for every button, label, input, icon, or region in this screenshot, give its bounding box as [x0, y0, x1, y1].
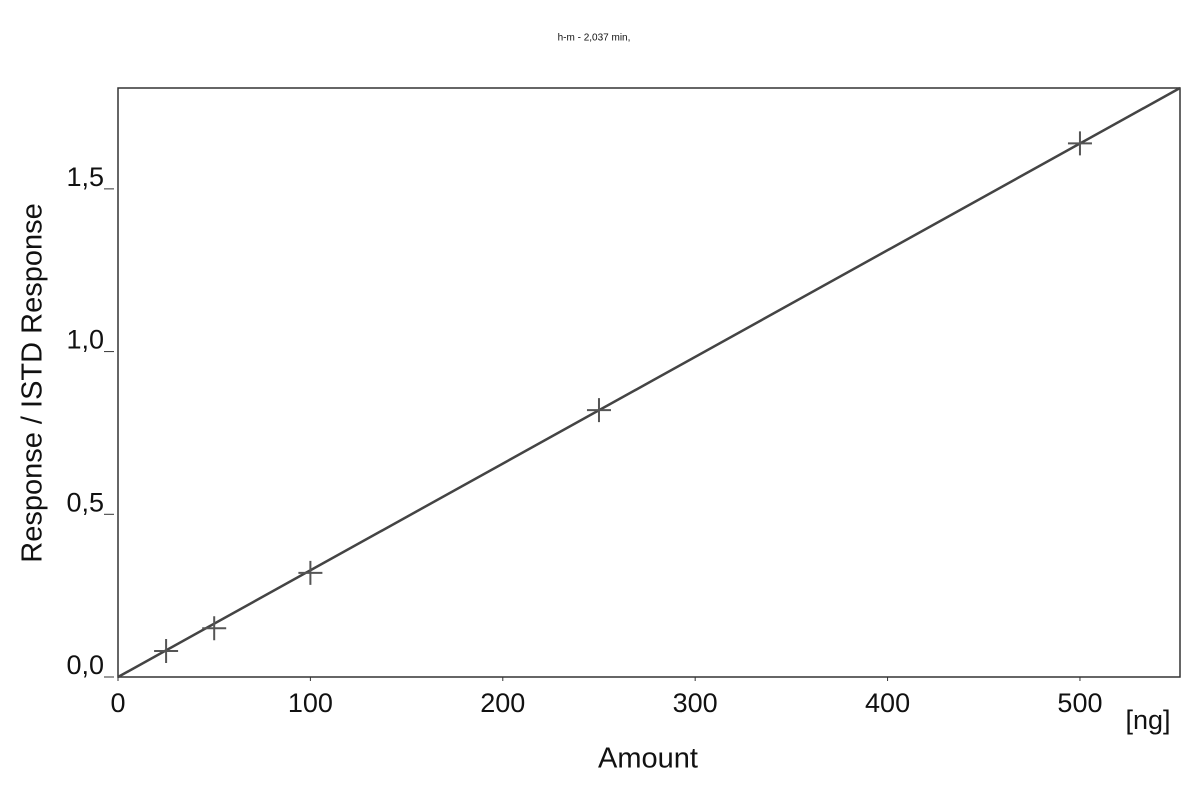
- y-tick-label: 1,5: [66, 162, 104, 192]
- plot-frame: [117, 87, 1181, 678]
- x-tick-label: 100: [288, 688, 333, 718]
- x-unit-label: [ng]: [1125, 705, 1170, 735]
- y-tick-label: 0,5: [66, 487, 104, 517]
- chart-title: h-m - 2,037 min,: [558, 33, 631, 44]
- data-point: [1067, 131, 1092, 156]
- x-tick-label: 200: [480, 688, 525, 718]
- y-tick-label: 1,0: [66, 325, 104, 355]
- fit-line: [117, 86, 1181, 679]
- data-point: [202, 616, 227, 641]
- data-point: [586, 398, 611, 423]
- y-axis-label: Response / ISTD Response: [17, 203, 49, 562]
- x-tick-label: 400: [865, 688, 910, 718]
- y-tick-label: 0,0: [66, 650, 104, 680]
- x-axis-label: Amount: [598, 743, 698, 775]
- data-point: [154, 638, 179, 663]
- data-point: [298, 560, 323, 585]
- x-tick-label: 500: [1057, 688, 1102, 718]
- x-tick-label: 0: [110, 688, 125, 718]
- x-tick-label: 300: [673, 688, 718, 718]
